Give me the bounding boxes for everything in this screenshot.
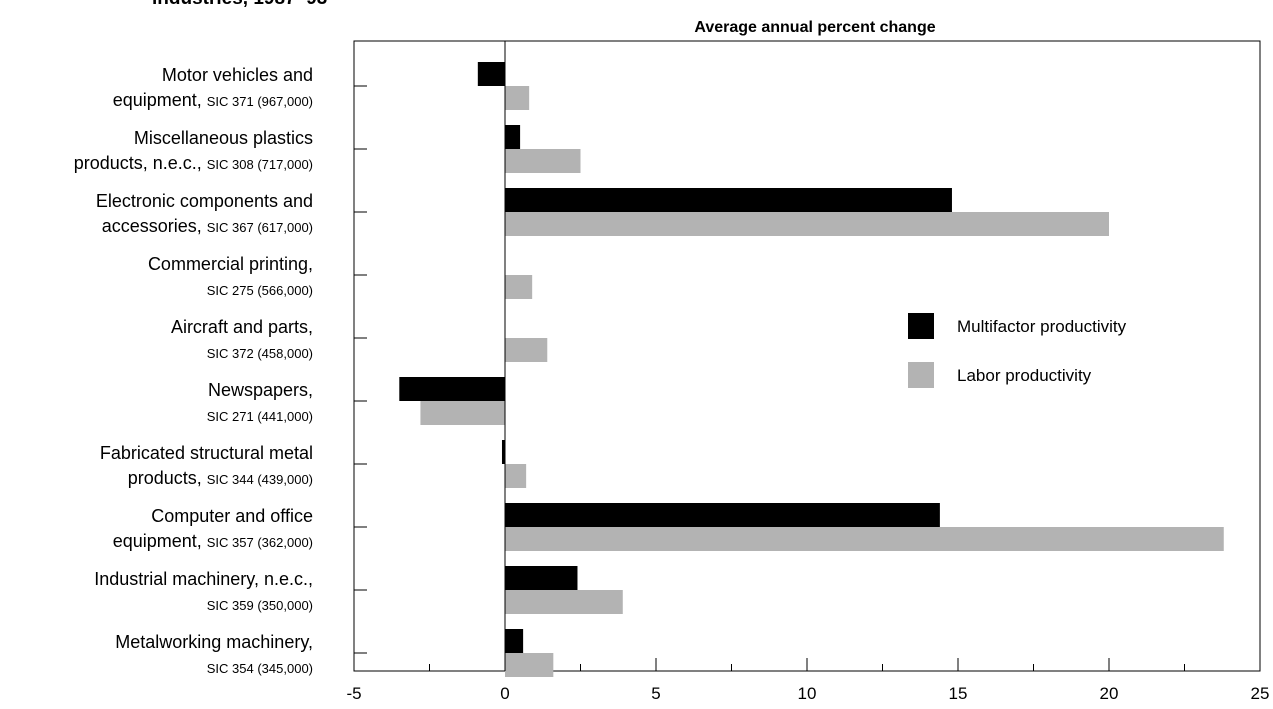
plot-frame [353,40,1261,672]
category-label-9: Metalworking machinery, [115,632,313,652]
category-sublabel-8: SIC 359 (350,000) [207,598,313,613]
category-label-5: Newspapers, [208,380,313,400]
category-label-7: Computer and office [151,506,313,526]
bar-labor-4 [505,338,548,362]
bars-group [399,41,1224,677]
legend-swatch-0 [908,313,934,339]
bar-labor-8 [505,590,623,614]
category-label-3: Commercial printing, [148,254,313,274]
category-sublabel-0: equipment, SIC 371 (967,000) [113,90,313,110]
chart-title: Average annual percent change [694,19,935,36]
bar-multifactor-8 [505,566,578,590]
bar-labor-0 [505,86,530,110]
category-label-1: Miscellaneous plastics [134,128,313,148]
bar-labor-9 [505,653,554,677]
legend-label-1: Labor productivity [957,366,1092,385]
legend: Multifactor productivity Labor productivi… [908,313,1127,388]
category-label-6: Fabricated structural metal [100,443,313,463]
category-sublabel-6: products, SIC 344 (439,000) [128,468,313,488]
category-label-0: Motor vehicles and [162,65,313,85]
bar-labor-3 [505,275,533,299]
category-label-2: Electronic components and [96,191,313,211]
bar-multifactor-2 [505,188,952,212]
category-sublabel-4: SIC 372 (458,000) [207,346,313,361]
x-axis-ticks: -5 0 5 10 15 20 25 [346,658,1269,703]
bar-multifactor-6 [501,440,505,464]
bar-labor-7 [505,527,1224,551]
x-tick-label-25: 25 [1251,684,1270,703]
bar-multifactor-1 [505,125,521,149]
bar-multifactor-9 [505,629,524,653]
category-labels: Motor vehicles and equipment, SIC 371 (96… [74,65,313,676]
x-tick-label-15: 15 [949,684,968,703]
bar-labor-6 [505,464,527,488]
x-tick-label-10: 10 [798,684,817,703]
category-label-4: Aircraft and parts, [171,317,313,337]
bar-labor-1 [505,149,581,173]
bar-labor-2 [505,212,1109,236]
legend-label-0: Multifactor productivity [957,317,1127,336]
top-title-fragment: industries, 1987–93 [152,0,327,9]
x-tick-label-5: 5 [651,684,660,703]
category-sublabel-2: accessories, SIC 367 (617,000) [102,216,313,236]
x-tick-label-20: 20 [1100,684,1119,703]
category-sublabel-5: SIC 271 (441,000) [207,409,313,424]
category-sublabel-9: SIC 354 (345,000) [207,661,313,676]
category-label-8: Industrial machinery, n.e.c., [94,569,313,589]
bar-multifactor-0 [477,62,505,86]
bar-multifactor-5 [399,377,505,401]
category-sublabel-7: equipment, SIC 357 (362,000) [113,531,313,551]
category-ticks [354,85,367,654]
bar-multifactor-7 [505,503,940,527]
x-tick-label-0: 0 [500,684,509,703]
category-sublabel-1: products, n.e.c., SIC 308 (717,000) [74,153,313,173]
x-tick-label--5: -5 [346,684,361,703]
legend-swatch-1 [908,362,934,388]
bar-labor-5 [420,401,505,425]
category-sublabel-3: SIC 275 (566,000) [207,283,313,298]
